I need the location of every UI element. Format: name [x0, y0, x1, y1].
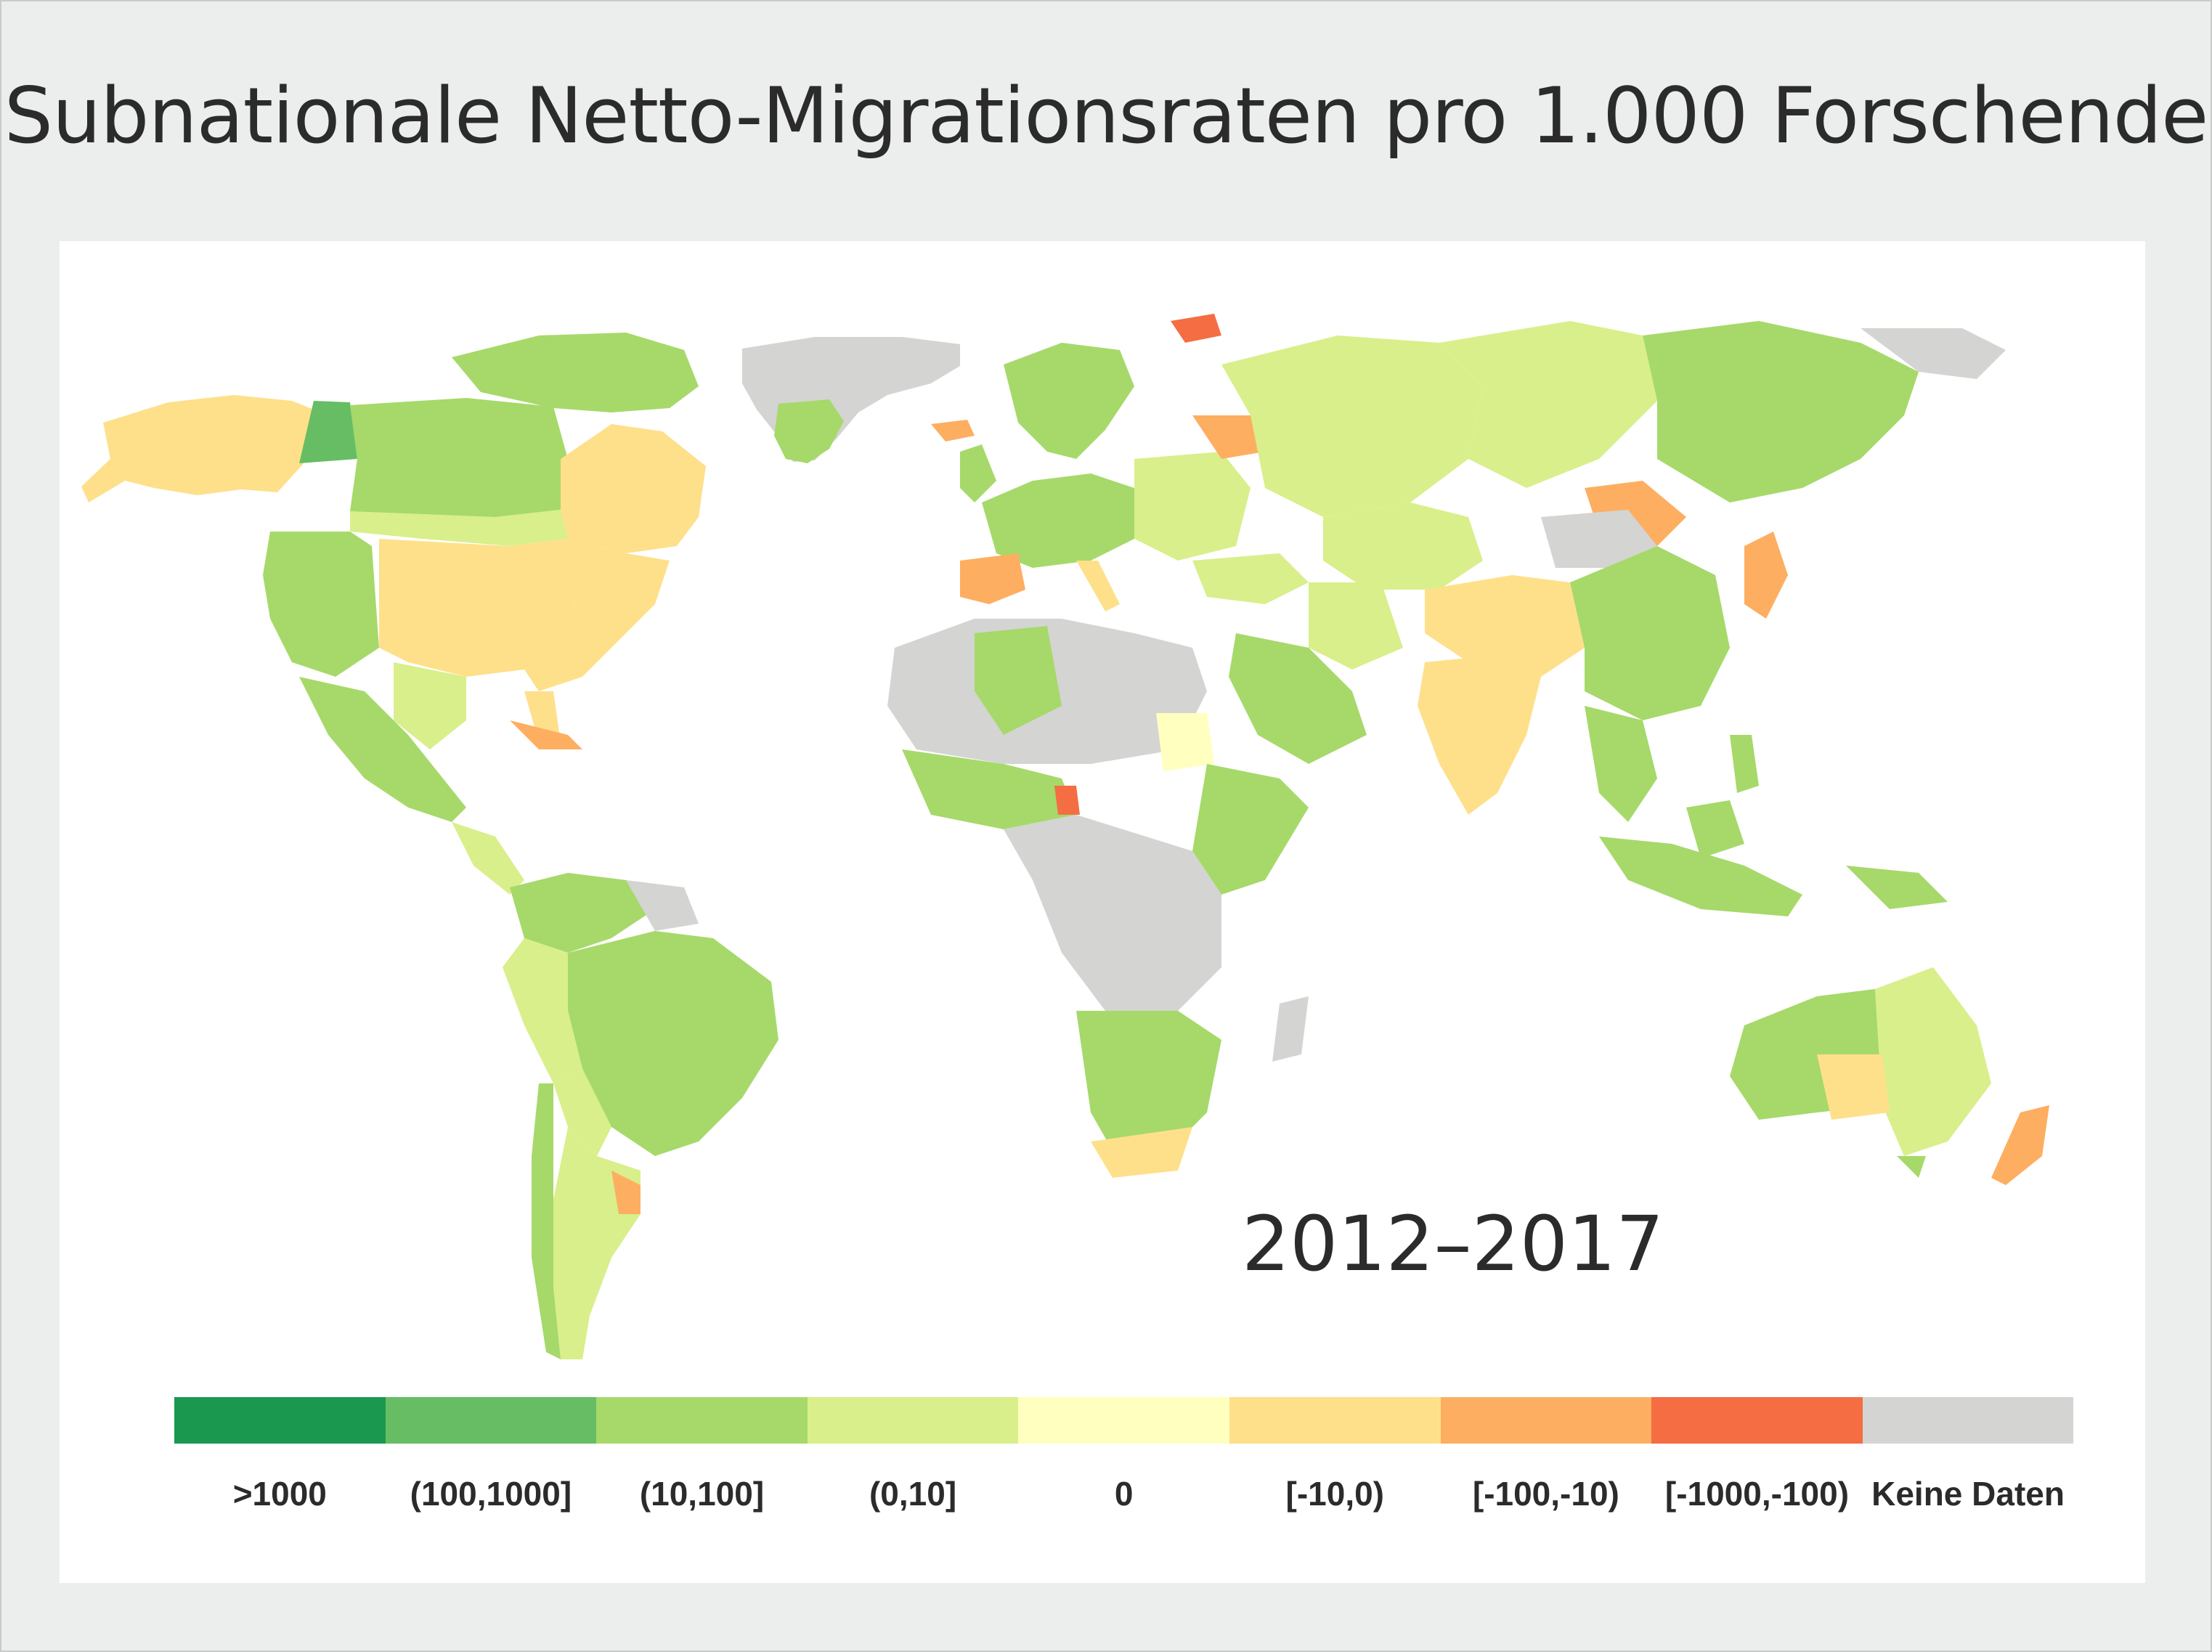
legend-label-2: (10,100]: [639, 1475, 765, 1513]
region-china-west: [1425, 575, 1585, 677]
region-chile: [532, 1083, 561, 1359]
region-kazakhstan: [1323, 502, 1483, 590]
legend-label-1: (100,1000]: [410, 1475, 572, 1513]
world-map: [81, 314, 2049, 1359]
legend-label-4: 0: [1114, 1475, 1134, 1513]
region-usa-east: [524, 539, 670, 691]
region-central-africa: [1004, 815, 1221, 1011]
legend-swatch-5: [1229, 1397, 1441, 1444]
region-colombia-venezuela: [510, 873, 655, 953]
region-australia-south: [1817, 1054, 1890, 1120]
region-russia-far-east: [1861, 328, 2006, 379]
region-iceland: [931, 420, 975, 442]
region-alaska: [81, 395, 321, 502]
legend-label-6: [-100,-10): [1472, 1475, 1619, 1513]
region-tasmania: [1897, 1156, 1926, 1178]
region-arabia: [1229, 633, 1367, 764]
region-caribbean: [510, 720, 582, 749]
region-florida: [524, 691, 561, 742]
region-kola: [1171, 314, 1221, 343]
region-nigeria: [1054, 786, 1080, 815]
region-borneo: [1686, 800, 1744, 858]
region-eastern-europe: [1134, 452, 1251, 561]
region-bolivia: [553, 1069, 611, 1156]
region-peru: [503, 938, 582, 1083]
region-new-guinea: [1846, 866, 1948, 909]
region-yukon: [299, 401, 357, 463]
legend-swatches: [174, 1397, 2074, 1444]
region-texas: [394, 662, 466, 749]
region-southern-africa: [1076, 1011, 1221, 1163]
legend-swatch-8: [1862, 1397, 2074, 1444]
region-canada-east: [561, 424, 706, 553]
legend-labels: >1000 (100,1000] (10,100] (0,10] 0 [-10,0) [-1…: [174, 1474, 2073, 1513]
region-algeria: [975, 626, 1062, 735]
legend-label-0: >1000: [232, 1475, 327, 1513]
legend-swatch-3: [807, 1397, 1019, 1444]
region-central-america: [452, 822, 524, 895]
legend-swatch-0: [174, 1397, 386, 1444]
region-greenland: [742, 337, 960, 462]
region-usa-central: [379, 539, 582, 677]
region-iran: [1309, 582, 1403, 670]
region-south-africa-south: [1091, 1127, 1192, 1178]
region-argentina: [553, 1127, 641, 1359]
region-australia-east: [1875, 967, 1991, 1156]
region-china-east: [1570, 546, 1730, 720]
region-korea-japan: [1744, 532, 1788, 619]
legend: >1000 (100,1000] (10,100] (0,10] 0 [-10,0) [-1…: [174, 1397, 2074, 1513]
legend-label-8: Keine Daten: [1871, 1475, 2065, 1513]
legend-label-3: (0,10]: [869, 1475, 957, 1513]
region-brazil: [568, 931, 778, 1156]
region-guianas: [626, 880, 699, 931]
region-southeast-asia: [1585, 706, 1657, 822]
map-title: Subnationale Netto-Migrationsraten pro 1…: [4, 71, 2209, 160]
region-turkey: [1192, 553, 1309, 604]
region-mongolia: [1541, 510, 1657, 568]
legend-swatch-4: [1018, 1397, 1229, 1444]
region-moscow: [1192, 415, 1265, 459]
region-scandinavia: [1004, 343, 1134, 459]
region-india: [1418, 655, 1541, 815]
region-russia-west: [1221, 335, 1483, 517]
region-indonesia: [1599, 837, 1802, 916]
legend-swatch-1: [385, 1397, 597, 1444]
region-canada-arctic: [452, 333, 699, 412]
region-italy: [1076, 561, 1120, 611]
legend-label-7: [-1000,-100): [1664, 1475, 1850, 1513]
region-usa-west: [263, 532, 379, 677]
region-east-africa: [1192, 764, 1309, 895]
region-greenland-south: [774, 399, 844, 463]
legend-label-5: [-10,0): [1285, 1475, 1384, 1513]
legend-swatch-2: [596, 1397, 808, 1444]
region-sudan: [1156, 713, 1214, 771]
region-argentina-east: [611, 1171, 641, 1214]
region-western-europe: [982, 473, 1134, 568]
period-label: 2012–2017: [1242, 1200, 1664, 1288]
region-uk: [960, 444, 996, 502]
region-philippines: [1730, 735, 1759, 793]
legend-swatch-6: [1440, 1397, 1652, 1444]
region-russia-east: [1643, 321, 1919, 502]
region-russia-central: [1439, 321, 1657, 488]
region-canada-prairie: [350, 510, 568, 546]
region-west-africa: [902, 749, 1076, 829]
region-iberia: [960, 553, 1025, 604]
map-panel: 2012–2017 >1000 (100,1000] (10,100] (0,10] 0…: [60, 241, 2145, 1583]
region-madagascar: [1272, 996, 1309, 1062]
legend-swatch-7: [1651, 1397, 1863, 1444]
region-canada-west: [350, 398, 568, 517]
region-new-zealand: [1991, 1105, 2049, 1185]
region-mexico: [299, 677, 466, 822]
